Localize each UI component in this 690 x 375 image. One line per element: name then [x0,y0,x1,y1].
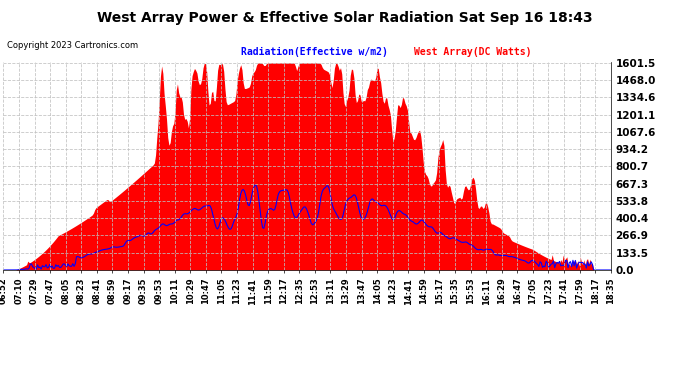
Text: West Array(DC Watts): West Array(DC Watts) [414,47,531,57]
Text: West Array Power & Effective Solar Radiation Sat Sep 16 18:43: West Array Power & Effective Solar Radia… [97,11,593,25]
Text: Copyright 2023 Cartronics.com: Copyright 2023 Cartronics.com [7,41,138,50]
Text: Radiation(Effective w/m2): Radiation(Effective w/m2) [241,47,388,57]
